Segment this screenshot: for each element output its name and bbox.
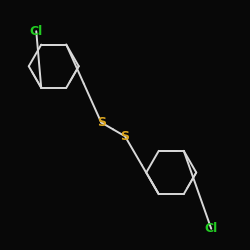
Text: Cl: Cl bbox=[204, 222, 218, 235]
Text: S: S bbox=[120, 130, 130, 143]
Text: Cl: Cl bbox=[30, 25, 43, 38]
Text: S: S bbox=[97, 116, 106, 129]
